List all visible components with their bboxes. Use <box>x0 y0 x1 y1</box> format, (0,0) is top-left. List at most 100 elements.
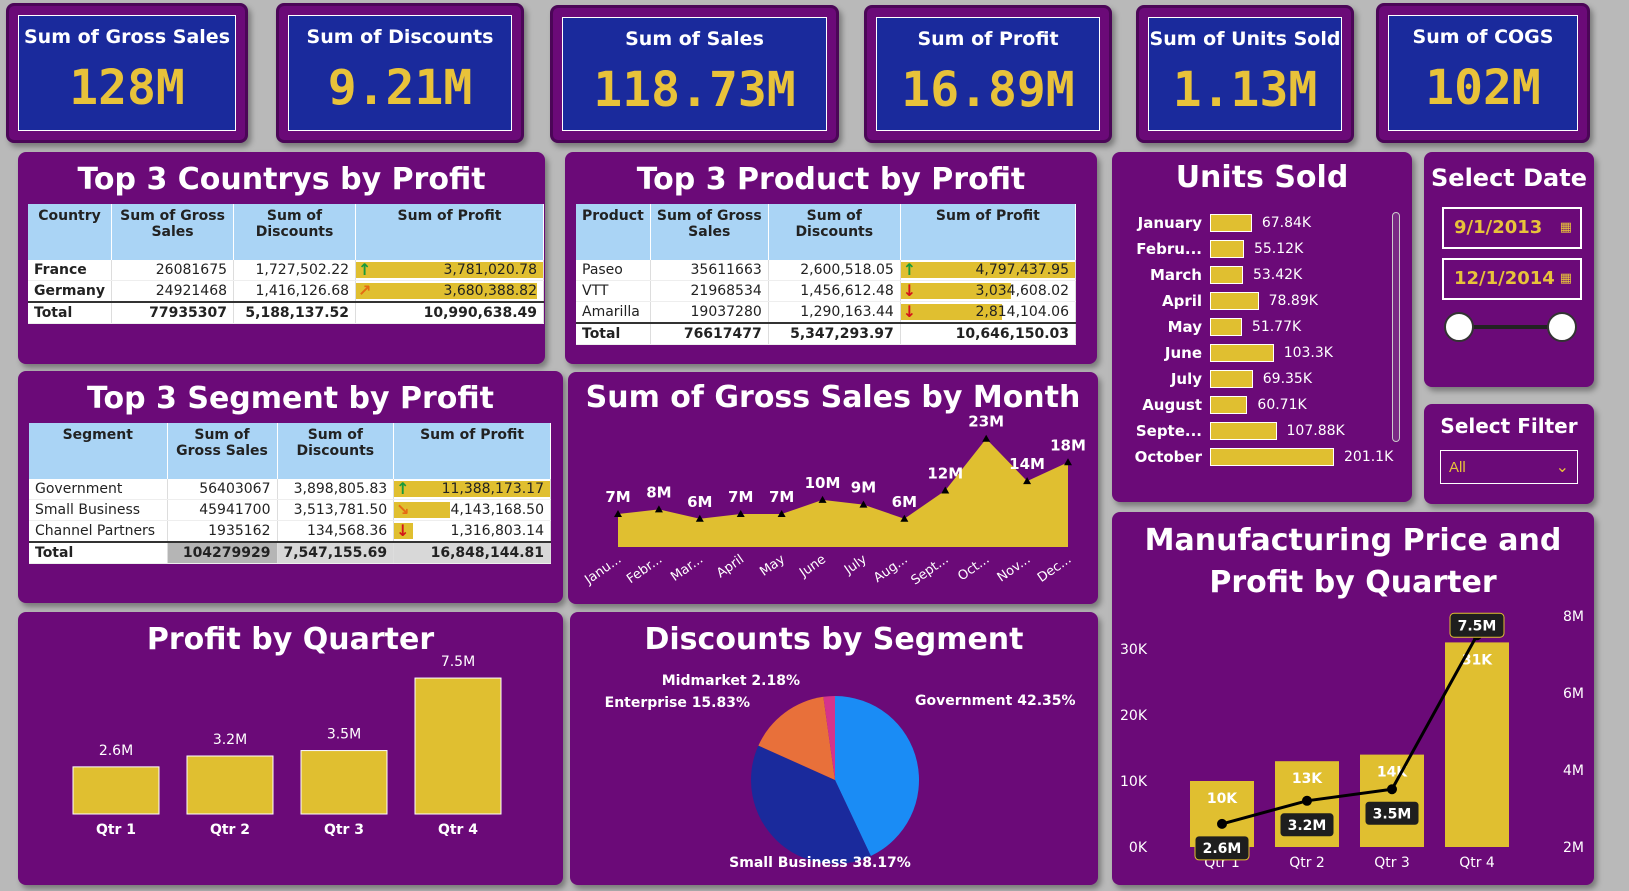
profit-fill <box>394 523 413 539</box>
end-date-input[interactable]: 12/1/2014 ▦ <box>1442 258 1582 300</box>
col-header[interactable]: Sum of Gross Sales <box>111 204 235 260</box>
pie-slice <box>823 696 835 780</box>
table-row[interactable]: Small Business 45941700 3,513,781.50 ↘ 4,… <box>29 499 551 521</box>
units-bar[interactable] <box>1210 266 1243 284</box>
col-header[interactable]: Sum of Gross Sales <box>650 204 769 260</box>
products-table[interactable]: Product Sum of Gross Sales Sum of Discou… <box>576 204 1077 345</box>
x-tick-label: May <box>757 552 788 580</box>
data-marker <box>736 510 745 518</box>
bar-chart[interactable]: 2.6M Qtr 1 3.2M Qtr 2 3.5M Qtr 3 7.5M Qtr 4 <box>18 612 563 885</box>
y-left-tick-label: 0K <box>1129 840 1148 856</box>
bar <box>72 766 160 815</box>
units-bar[interactable] <box>1210 344 1274 362</box>
profit-fill <box>356 283 538 299</box>
select-date-card: Select Date 9/1/2013 ▦ 12/1/2014 ▦ <box>1424 152 1594 387</box>
units-bar[interactable] <box>1210 396 1248 414</box>
arrow-down-icon: ↓ <box>902 302 917 321</box>
profit-fill <box>900 283 1011 299</box>
kpi-gross-sales[interactable]: Sum of Gross Sales 128M <box>6 3 248 143</box>
col-header[interactable]: Product <box>576 204 651 260</box>
col-header[interactable]: Sum of Discounts <box>277 423 395 479</box>
cell: 7,547,155.69 <box>277 541 395 564</box>
table-row[interactable]: VTT 21968534 1,456,612.48 ↓ 3,034,608.02 <box>576 280 1077 302</box>
units-month-label: Febru... <box>1136 240 1202 258</box>
pie-chart[interactable]: Government 42.35% Small Business 38.17% En… <box>570 612 1098 885</box>
table-row[interactable]: Amarilla 19037280 1,290,163.44 ↓ 2,814,10… <box>576 301 1077 324</box>
end-date-value: 12/1/2014 <box>1454 268 1555 289</box>
calendar-icon[interactable]: ▦ <box>1559 220 1572 235</box>
col-header[interactable]: Segment <box>29 423 168 479</box>
data-marker <box>982 434 991 442</box>
col-header[interactable]: Sum of Profit <box>393 423 551 479</box>
table-row[interactable]: Government 56403067 3,898,805.83 ↑ 11,388… <box>29 479 551 500</box>
kpi-label: Sum of Sales <box>625 28 764 50</box>
cell-text: 3,034,608.02 <box>975 283 1069 299</box>
area-chart[interactable]: 7M Janu... 8M Febr... 6M Mar... 7M April 7M May 10… <box>568 372 1098 604</box>
col-header[interactable]: Sum of Gross Sales <box>167 423 278 479</box>
segments-table[interactable]: Segment Sum of Gross Sales Sum of Discou… <box>29 423 551 564</box>
date-slider-handle-end[interactable] <box>1547 312 1577 342</box>
date-slider-track[interactable] <box>1462 325 1562 329</box>
y-left-tick-label: 30K <box>1120 642 1148 658</box>
kpi-sales[interactable]: Sum of Sales 118.73M <box>550 5 839 143</box>
units-value-label: 78.89K <box>1268 293 1318 309</box>
units-sold-card: Units Sold January 67.84K Febru... 55.12K Ma… <box>1112 152 1412 502</box>
table-row[interactable]: Channel Partners 1935162 134,568.36 ↓ 1,3… <box>29 520 551 543</box>
units-month-label: March <box>1149 266 1202 284</box>
data-label: 2.6M <box>99 743 133 759</box>
units-bar[interactable] <box>1210 370 1253 388</box>
units-bar[interactable] <box>1210 240 1244 258</box>
countries-table[interactable]: Country Sum of Gross Sales Sum of Discou… <box>28 204 544 324</box>
start-date-input[interactable]: 9/1/2013 ▦ <box>1442 207 1582 249</box>
units-value-label: 51.77K <box>1251 319 1302 335</box>
data-marker <box>614 510 622 518</box>
kpi-profit[interactable]: Sum of Profit 16.89M <box>864 5 1112 143</box>
units-bar[interactable] <box>1210 448 1334 466</box>
scrollbar[interactable] <box>1392 212 1400 442</box>
select-filter-card: Select Filter All ⌄ <box>1424 404 1594 504</box>
x-tick-label: Nov... <box>995 552 1034 585</box>
cell: 10,646,150.03 <box>900 322 1077 345</box>
chevron-down-icon[interactable]: ⌄ <box>1555 459 1569 476</box>
units-value-label: 55.12K <box>1253 241 1304 257</box>
kpi-label: Sum of Discounts <box>306 26 494 48</box>
card-title: Units Sold <box>1175 160 1349 195</box>
data-marker <box>818 495 827 503</box>
line-label-box <box>1279 812 1335 838</box>
units-bar[interactable] <box>1210 214 1252 232</box>
calendar-icon[interactable]: ▦ <box>1559 271 1572 286</box>
kpi-discounts[interactable]: Sum of Discounts 9.21M <box>276 3 524 143</box>
filter-dropdown[interactable]: All ⌄ <box>1440 450 1578 484</box>
x-tick-label: Qtr 1 <box>96 822 136 838</box>
col-header[interactable]: Sum of Discounts <box>233 204 357 260</box>
col-header[interactable]: Sum of Discounts <box>768 204 901 260</box>
table-row[interactable]: France 26081675 1,727,502.22 ↑ 3,781,020.… <box>28 260 544 281</box>
line-data-label: 2.6M <box>1203 841 1242 857</box>
kpi-units-sold[interactable]: Sum of Units Sold 1.13M <box>1136 5 1354 143</box>
col-header[interactable]: Sum of Profit <box>355 204 544 260</box>
col-header[interactable]: Country <box>28 204 113 260</box>
top-products-card: Top 3 Product by Profit Product Sum of G… <box>565 152 1097 364</box>
cell: Paseo <box>576 260 651 281</box>
units-bar[interactable] <box>1210 422 1277 440</box>
kpi-cogs[interactable]: Sum of COGS 102M <box>1376 3 1590 143</box>
table-row[interactable]: Paseo 35611663 2,600,518.05 ↑ 4,797,437.9… <box>576 260 1077 281</box>
kpi-value: 16.89M <box>901 62 1075 118</box>
discounts-segment-card: Discounts by Segment Government 42.35% Sm… <box>570 612 1098 885</box>
data-label: 6M <box>892 493 917 511</box>
units-value-label: 103.3K <box>1283 345 1333 361</box>
card-title: Manufacturing Price and Profit by Quarte… <box>1144 523 1562 600</box>
cell: VTT <box>576 280 651 302</box>
units-bar[interactable] <box>1210 292 1259 310</box>
cell-text: 4,797,437.95 <box>975 262 1069 278</box>
gross-sales-month-card: Sum of Gross Sales by Month 7M Janu... 8M F… <box>568 372 1098 604</box>
profit-fill <box>356 262 543 278</box>
total-row: Total 77935307 5,188,137.52 10,990,638.4… <box>28 301 544 324</box>
table-row[interactable]: Germany 24921468 1,416,126.68 ↗ 3,680,388… <box>28 280 544 303</box>
date-slider-handle-start[interactable] <box>1444 312 1474 342</box>
units-bar[interactable] <box>1210 318 1242 336</box>
kpi-value: 102M <box>1425 60 1541 116</box>
col-header[interactable]: Sum of Profit <box>900 204 1077 260</box>
total-row: Total 104279929 7,547,155.69 16,848,144.… <box>29 541 551 564</box>
